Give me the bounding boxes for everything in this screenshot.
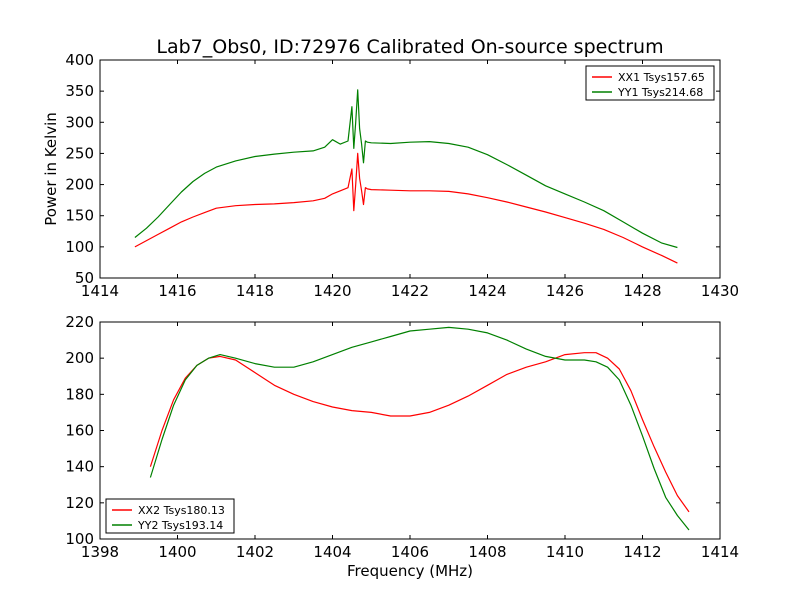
x-tick-label: 1404 (313, 543, 351, 561)
x-tick-label: 1406 (391, 543, 429, 561)
x-tick-label: 1398 (81, 543, 119, 561)
y-tick-label: 100 (65, 530, 94, 548)
y-tick-label: 350 (65, 82, 94, 100)
y-tick-label: 160 (65, 422, 94, 440)
legend: XX1 Tsys157.65 YY1 Tsys214.68 (585, 65, 715, 101)
y-axis-label: Power in Kelvin (42, 112, 60, 226)
bottom-panel: 1398 1400 1402 1404 1406 1408 1410 1412 1414 100 1… (65, 313, 739, 580)
y-tick-label: 140 (65, 458, 94, 476)
x-tick-label: 1426 (546, 282, 584, 300)
legend: XX2 Tsys180.13 YY2 Tsys193.14 (105, 498, 235, 534)
y-tick-label: 150 (65, 207, 94, 225)
legend-label: XX2 Tsys180.13 (138, 504, 225, 517)
x-tick-label: 1414 (81, 282, 119, 300)
chart-title: Lab7_Obs0, ID:72976 Calibrated On-source… (156, 36, 663, 58)
y-tick-label: 300 (65, 113, 94, 131)
legend-label: XX1 Tsys157.65 (618, 71, 705, 84)
series-line-1 (149, 352, 690, 513)
y-tick-label: 200 (65, 176, 94, 194)
y-tick-label: 250 (65, 144, 94, 162)
x-tick-label: 1412 (623, 543, 661, 561)
x-tick-label: 1410 (546, 543, 584, 561)
x-tick-label: 1414 (701, 543, 739, 561)
y-tick-label: 100 (65, 238, 94, 256)
x-tick-label: 1416 (158, 282, 196, 300)
legend-box (105, 498, 235, 534)
x-tick-label: 1424 (468, 282, 506, 300)
legend-label: YY2 Tsys193.14 (137, 519, 223, 532)
series-line-1 (134, 152, 678, 264)
x-tick-label: 1400 (158, 543, 196, 561)
top-panel: 1414 1416 1418 1420 1422 1424 1426 1428 1430 50 10… (42, 51, 739, 300)
legend-box (585, 65, 715, 101)
series-line-2 (134, 89, 678, 249)
x-tick-label: 1418 (236, 282, 274, 300)
y-tick-label: 180 (65, 385, 94, 403)
y-tick-label: 220 (65, 313, 94, 331)
x-axis-label: Frequency (MHz) (347, 562, 473, 580)
y-tick-label: 400 (65, 51, 94, 69)
x-tick-label: 1422 (391, 282, 429, 300)
series-line-2 (149, 326, 690, 531)
y-tick-label: 120 (65, 494, 94, 512)
x-tick-label: 1402 (236, 543, 274, 561)
x-tick-label: 1420 (313, 282, 351, 300)
x-tick-label: 1430 (701, 282, 739, 300)
legend-label: YY1 Tsys214.68 (617, 86, 703, 99)
x-tick-label: 1408 (468, 543, 506, 561)
y-tick-label: 200 (65, 349, 94, 367)
y-tick-label: 50 (75, 269, 94, 287)
x-tick-label: 1428 (623, 282, 661, 300)
